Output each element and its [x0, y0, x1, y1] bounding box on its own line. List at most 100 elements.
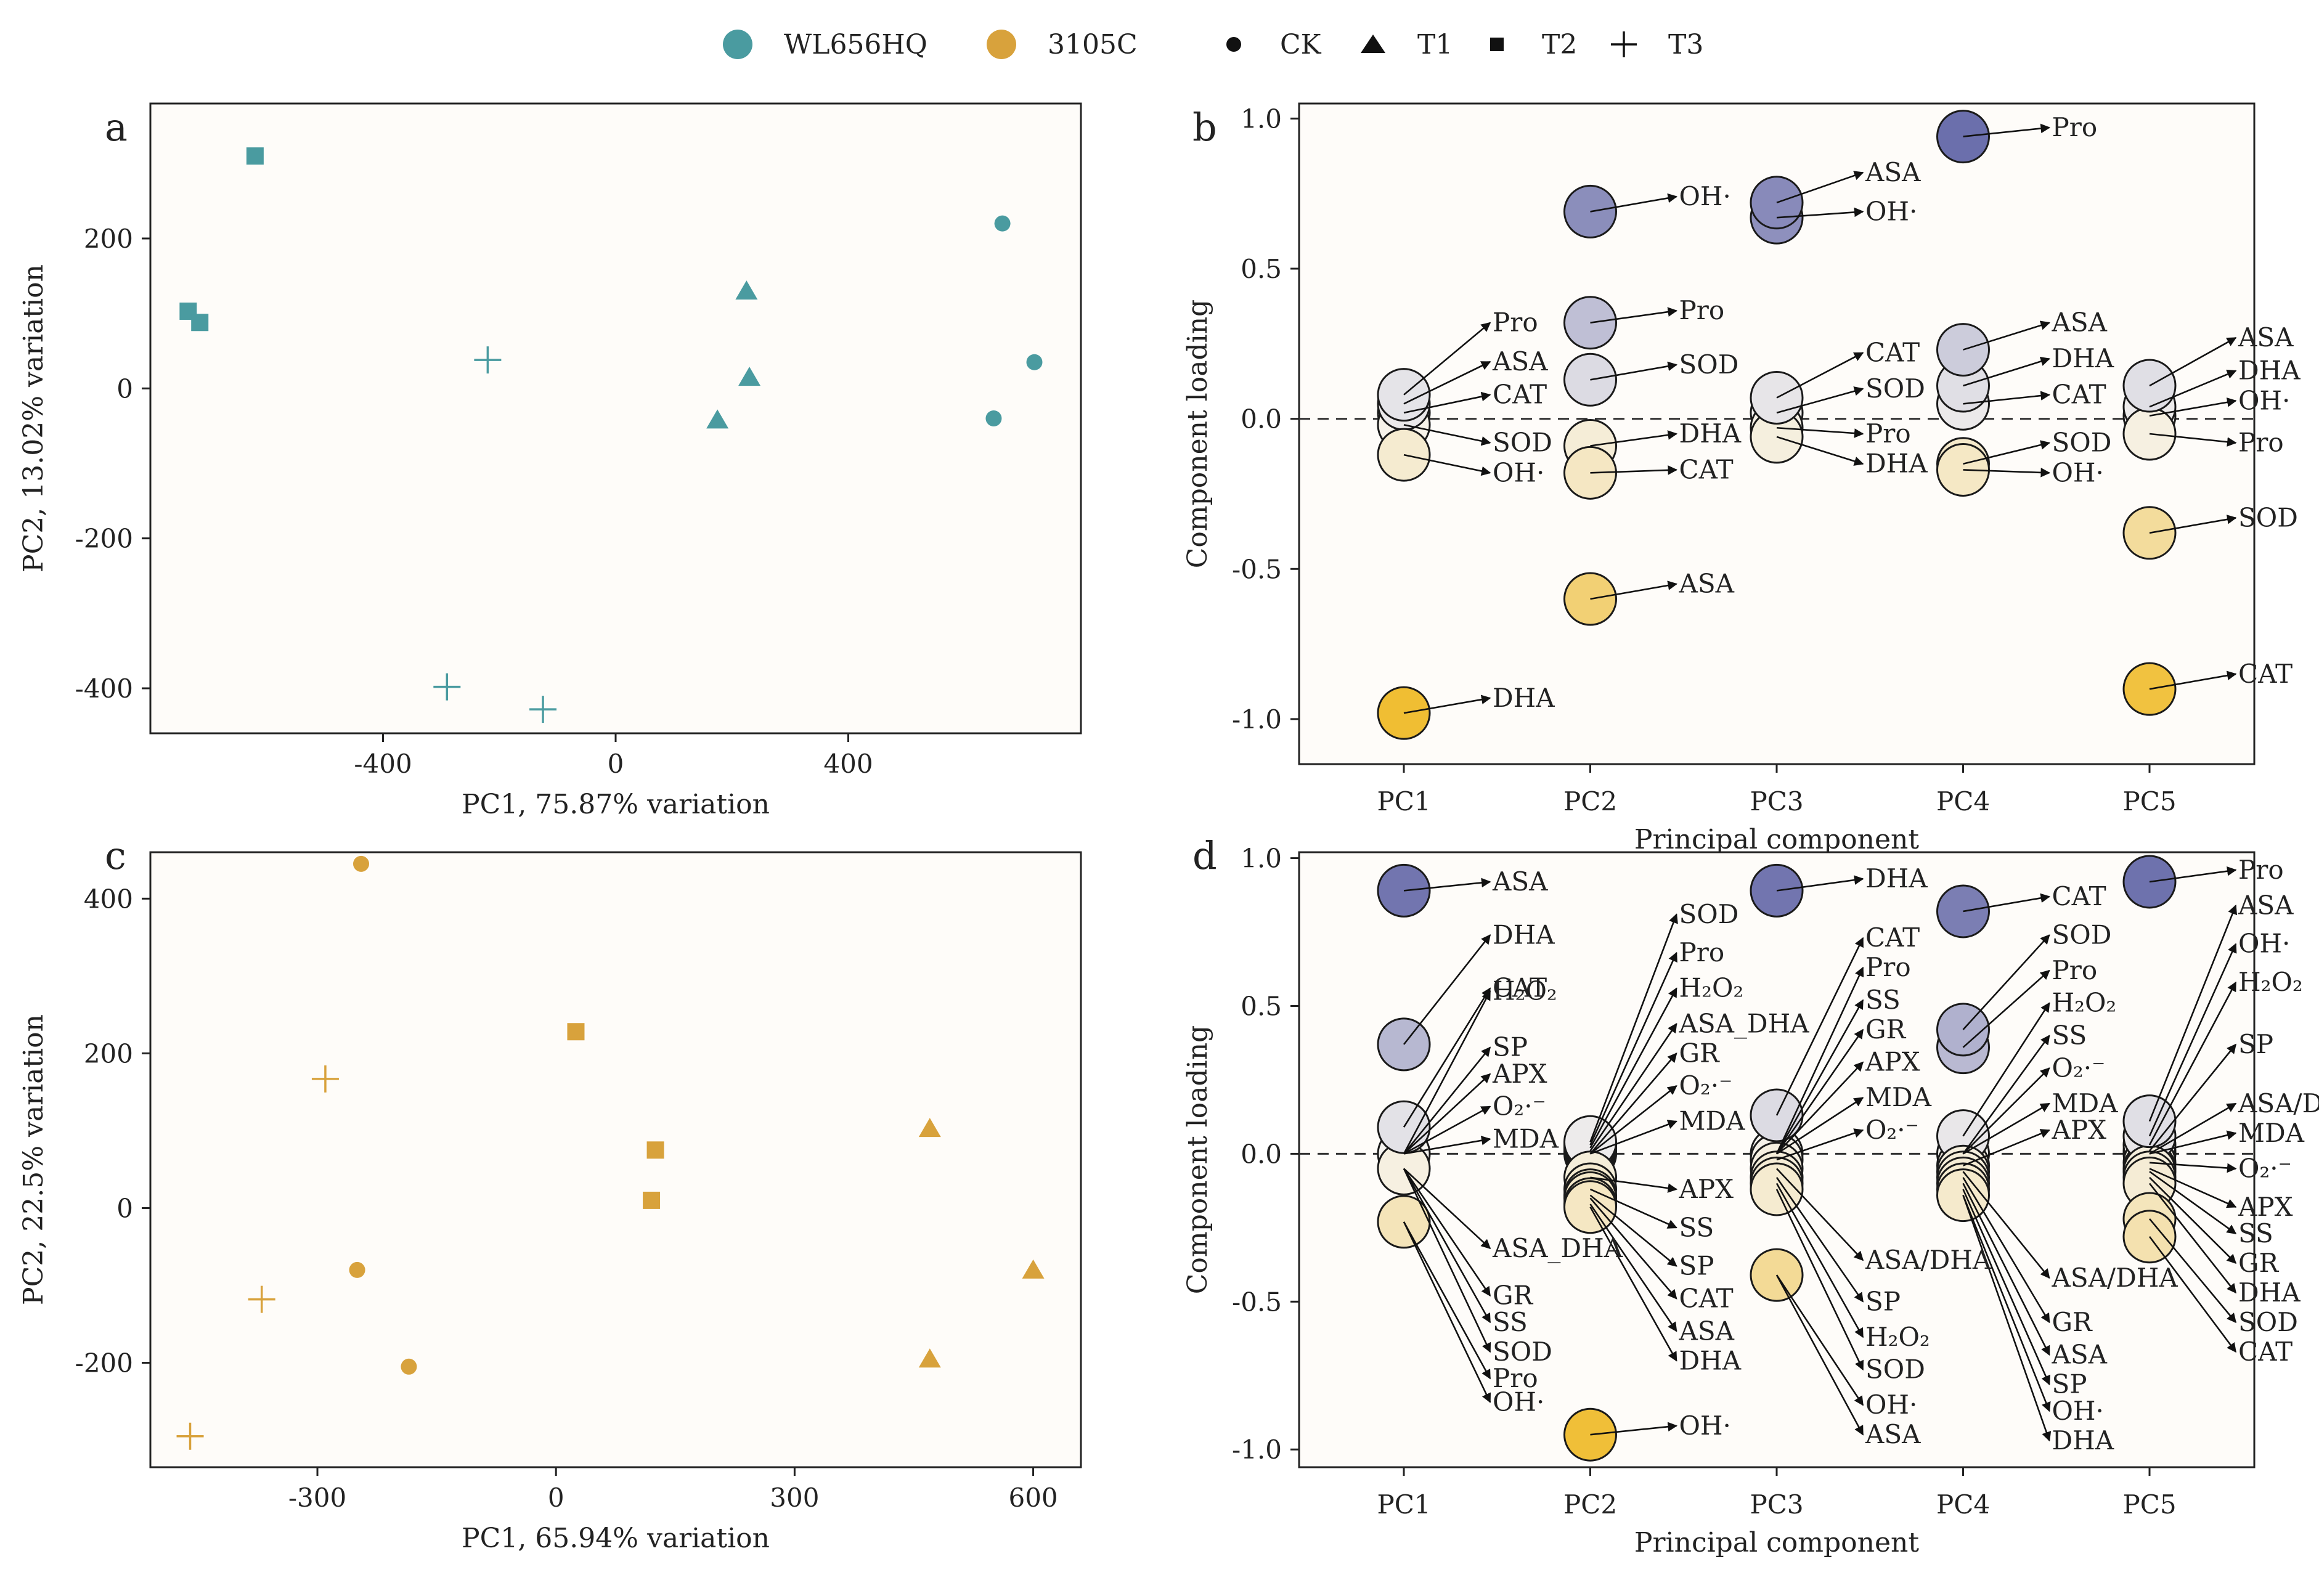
y-axis-label: PC2, 13.02% variation [18, 264, 49, 572]
loading-label-pc4-cat: CAT [2052, 881, 2106, 911]
loading-arrow-pc3-asa [1775, 1274, 1864, 1436]
loading-label-pc5-cat: CAT [2238, 659, 2293, 689]
loading-arrow-pc3-gr [1775, 1028, 1864, 1155]
panel-letter-c: c [105, 833, 126, 878]
loading-arrow-pc1-sod [1403, 1168, 1491, 1353]
loading-arrow-pc5-ss [2149, 1171, 2237, 1235]
loading-label-pc1-sod: SOD [1493, 1337, 1552, 1367]
loading-arrow-pc4-apx [1963, 1129, 2050, 1166]
panel-c-scatter-plot: -300 0 300 600 -200 0 200 400 PC1, 65.94% variat… [18, 851, 1082, 1554]
loading-label-pc4-h-o: H₂O₂ [2052, 988, 2117, 1018]
y-axis-label: PC2, 22.5% variation [18, 1014, 49, 1305]
x-tick-label-pc2: PC2 [1563, 1489, 1617, 1520]
y-tick-label: 200 [84, 224, 133, 254]
loading-label-pc3-ss: SS [1865, 985, 1901, 1015]
loading-label-pc4-cat: CAT [2052, 380, 2106, 410]
panel-d-loading-plot: PC1 PC2 PC3 PC4 PC5 1.0 0.5 0.0 -0.5 -1.0 Principa… [1182, 844, 2319, 1558]
loading-arrow-pc2-apx [1590, 1176, 1678, 1193]
loading-label-pc1-asa: ASA [1492, 346, 1548, 377]
loading-label-pc3-sod: SOD [1865, 373, 1925, 404]
loading-arrow-pc5-asa [2148, 904, 2238, 1122]
loading-arrow-pc1-oh [1403, 1221, 1491, 1403]
loading-arrow-pc1-ss [1403, 1168, 1491, 1324]
loading-label-pc1-ss: SS [1493, 1307, 1528, 1337]
loading-arrow-pc2-sod [1590, 361, 1678, 381]
loading-label-pc1-asa: ASA [1492, 866, 1548, 897]
loading-label-pc4-asa-dha: ASA/DHA [2052, 1263, 2178, 1293]
loading-arrow-pc5-pro [2149, 433, 2237, 447]
loading-arrow-pc4-sod [1962, 934, 2050, 1030]
y-tick-label: 0.0 [1241, 1139, 1282, 1169]
x-tick-label-pc1: PC1 [1377, 786, 1430, 816]
loading-arrow-pc1-mda [1403, 1136, 1491, 1155]
point-t1-3 [918, 1118, 941, 1138]
loading-label-pc2-oh: OH· [1679, 181, 1731, 211]
loading-arrow-pc2-cat [1590, 465, 1678, 475]
legend-t1-marker [1361, 35, 1385, 53]
loading-arrow-pc4-sp [1962, 1189, 2050, 1386]
loading-arrow-pc3-cat [1776, 352, 1864, 399]
loading-label-pc1-dha: DHA [1493, 683, 1555, 713]
loading-arrow-pc2-oh [1590, 193, 1678, 213]
loading-arrow-pc2-pro [1589, 951, 1677, 1146]
loading-label-pc2-pro: Pro [1679, 295, 1725, 325]
loading-arrow-pc3-cat [1775, 937, 1864, 1116]
loading-arrow-pc3-sod [1776, 386, 1864, 414]
loading-arrow-pc2-mda [1590, 1120, 1677, 1155]
loading-arrow-pc1-pro [1403, 1221, 1491, 1380]
loading-arrow-pc5-sod [2149, 1218, 2236, 1324]
y-axis-label: Component loading [1182, 1025, 1213, 1294]
panel-b-loading-plot: PC1 PC2 PC3 PC4 PC5 1.0 0.5 0.0 -0.5 -1.0 Principa… [1182, 102, 2301, 855]
x-tick-label: -300 [288, 1483, 346, 1513]
loading-label-pc3-asa: ASA [1865, 1419, 1921, 1449]
loading-label-pc2-sod: SOD [1679, 349, 1739, 380]
loading-label-pc5-pro: Pro [2238, 855, 2284, 885]
x-axis-label: PC1, 75.87% variation [462, 789, 770, 820]
loading-label-pc4-dha: DHA [2052, 1425, 2114, 1456]
y-tick-label: 0 [116, 1193, 133, 1223]
loading-arrow-pc4-oh [1962, 1195, 2051, 1412]
x-tick-label-pc5: PC5 [2122, 786, 2176, 816]
loading-arrow-pc5-dha [2148, 1183, 2237, 1294]
loading-label-pc2-asa-dha: ASA_DHA [1679, 1008, 1810, 1038]
loading-label-pc2-h-o: H₂O₂ [1679, 973, 1744, 1003]
y-axis-label: Component loading [1182, 299, 1213, 568]
point-t3-9 [311, 1065, 339, 1093]
loading-label-pc5-asa: ASA [2238, 322, 2294, 352]
loading-arrow-pc5-gr [2149, 1176, 2237, 1264]
loading-arrow-pc3-mda [1776, 1097, 1864, 1155]
point-ck-1 [1026, 354, 1043, 370]
loading-label-pc2-mda: MDA [1679, 1106, 1746, 1136]
loading-arrow-pc3-pro [1776, 426, 1864, 438]
x-tick-label-pc3: PC3 [1750, 1489, 1803, 1520]
x-tick-label-pc2: PC2 [1563, 786, 1617, 816]
plot-area [149, 851, 1082, 1468]
loading-arrow-pc5-sod [2149, 515, 2237, 534]
loading-arrow-pc2-dha [1590, 430, 1678, 447]
loading-arrow-pc4-cat [1963, 893, 2051, 913]
loading-arrow-pc3-o [1776, 1128, 1864, 1161]
point-ck-0 [353, 855, 370, 872]
loading-arrow-pc5-oh [2148, 943, 2237, 1137]
loading-label-pc5-gr: GR [2238, 1248, 2280, 1278]
loading-label-pc4-sod: SOD [2052, 428, 2112, 458]
loading-label-pc3-sod: SOD [1865, 1354, 1925, 1385]
loading-arrow-pc4-mda [1962, 1102, 2050, 1155]
loading-label-pc2-sp: SP [1679, 1251, 1714, 1281]
loading-arrow-pc5-asa-dha [2149, 1102, 2237, 1155]
loading-label-pc5-asa: ASA [2238, 890, 2294, 920]
loading-label-pc2-cat: CAT [1679, 454, 1734, 484]
loading-label-pc1-asa-dha: ASA_DHA [1492, 1233, 1623, 1263]
loading-arrow-pc3-oh [1775, 1274, 1864, 1406]
panel-letter-d: d [1192, 833, 1217, 878]
loading-arrow-pc5-cat [2148, 1236, 2237, 1353]
loading-arrow-pc1-cat [1403, 391, 1491, 414]
point-t1-5 [918, 1348, 941, 1368]
x-axis-label: PC1, 65.94% variation [462, 1523, 770, 1554]
loading-arrow-pc2-gr [1589, 1052, 1677, 1155]
x-tick-label: 0 [548, 1483, 564, 1513]
loading-label-pc1-h-o: H₂O₂ [1493, 976, 1557, 1006]
point-t3-10 [433, 673, 461, 701]
loading-label-pc1-pro: Pro [1493, 1363, 1538, 1393]
